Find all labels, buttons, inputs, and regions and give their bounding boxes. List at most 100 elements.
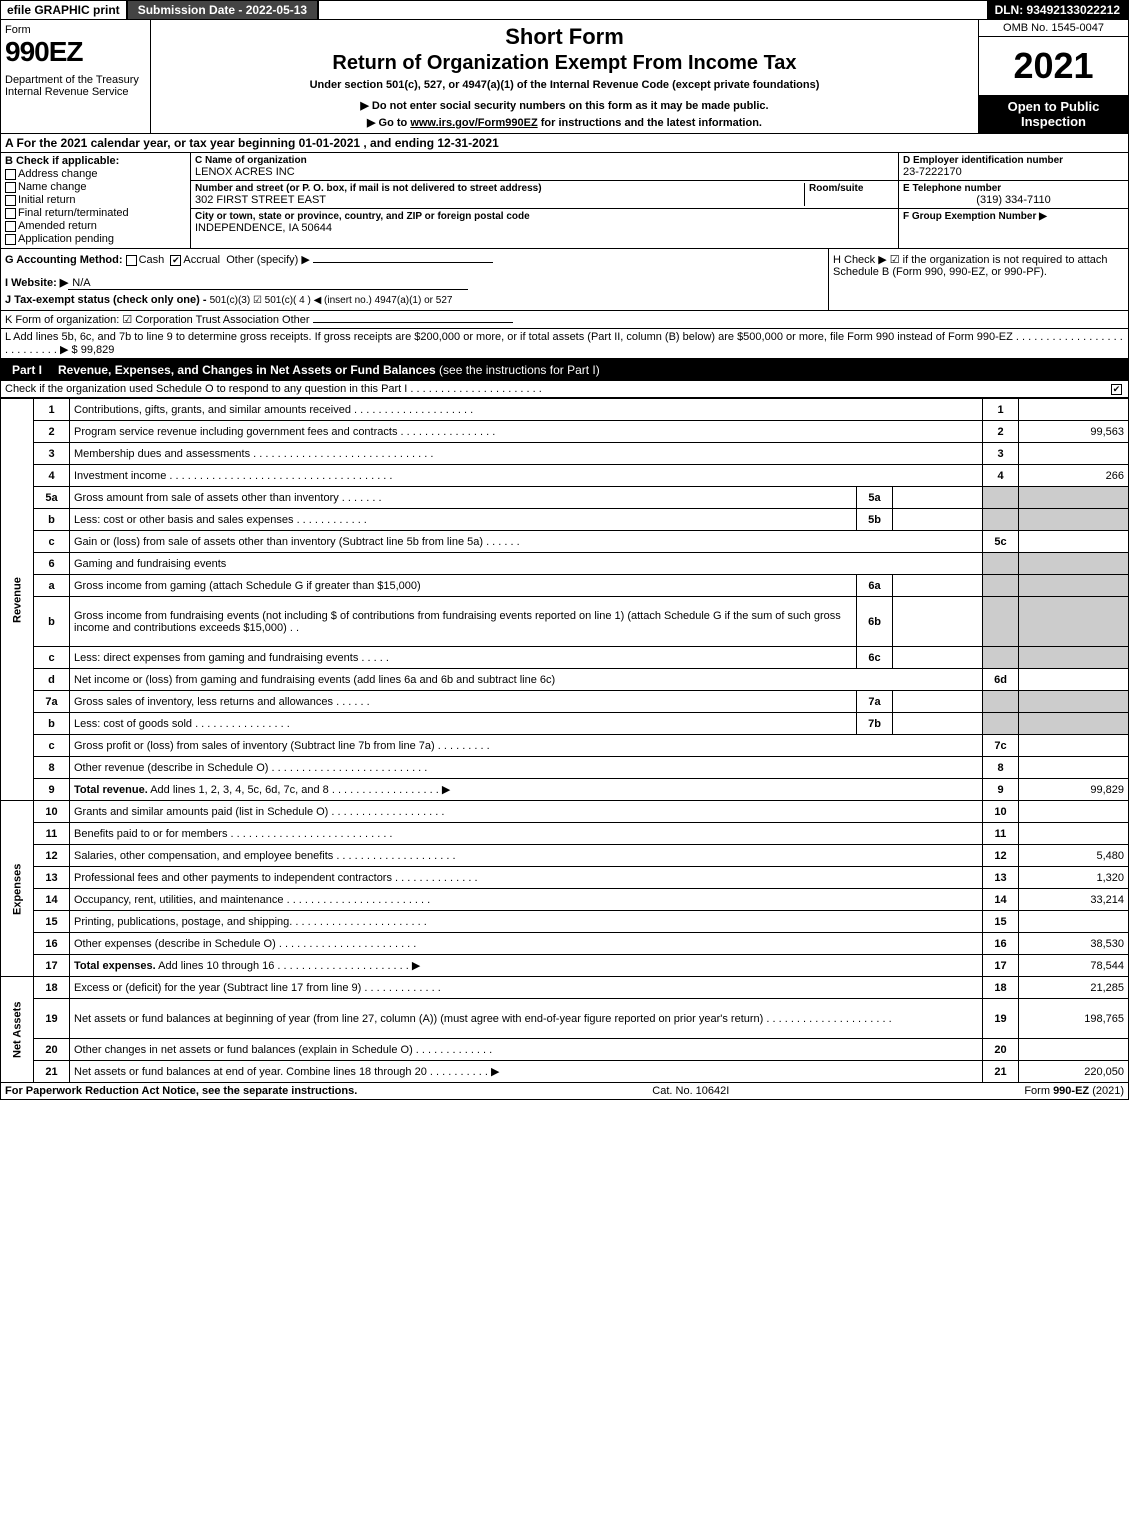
col-number: 15: [983, 911, 1019, 933]
k-other-input[interactable]: [313, 322, 513, 323]
sub-line-value: [893, 487, 983, 509]
col-number-shaded: [983, 553, 1019, 575]
col-number-shaded: [983, 691, 1019, 713]
line-row-5b: bLess: cost or other basis and sales exp…: [1, 509, 1129, 531]
amount-shaded: [1019, 553, 1129, 575]
section-b: B Check if applicable: Address change Na…: [1, 153, 191, 248]
line-desc: Less: cost of goods sold . . . . . . . .…: [70, 713, 857, 735]
line-number: 12: [34, 845, 70, 867]
ein-row: D Employer identification number 23-7222…: [899, 153, 1128, 181]
line-number: b: [34, 509, 70, 531]
footer-left: For Paperwork Reduction Act Notice, see …: [5, 1085, 357, 1097]
line-number: 14: [34, 889, 70, 911]
inspection-badge: Open to Public Inspection: [979, 95, 1128, 133]
header-right: OMB No. 1545-0047 2021 Open to Public In…: [978, 20, 1128, 133]
line-number: a: [34, 575, 70, 597]
amount-shaded: [1019, 509, 1129, 531]
amount-value: 266: [1019, 465, 1129, 487]
line-desc: Gross profit or (loss) from sales of inv…: [70, 735, 983, 757]
chk-initial-return[interactable]: Initial return: [5, 194, 186, 206]
chk-application-pending[interactable]: Application pending: [5, 233, 186, 245]
line-number: 21: [34, 1061, 70, 1083]
col-number: 3: [983, 443, 1019, 465]
part1-header: Part I Revenue, Expenses, and Changes in…: [0, 359, 1129, 381]
col-number: 10: [983, 801, 1019, 823]
col-number: 11: [983, 823, 1019, 845]
col-number: 21: [983, 1061, 1019, 1083]
amount-value: 99,563: [1019, 421, 1129, 443]
irs-link[interactable]: www.irs.gov/Form990EZ: [410, 117, 537, 129]
col-number: 12: [983, 845, 1019, 867]
amount-shaded: [1019, 647, 1129, 669]
section-h: H Check ▶ ☑ if the organization is not r…: [828, 249, 1128, 310]
line-desc: Salaries, other compensation, and employ…: [70, 845, 983, 867]
section-a: A For the 2021 calendar year, or tax yea…: [0, 134, 1129, 153]
part1-table: Revenue1Contributions, gifts, grants, an…: [0, 398, 1129, 1083]
line-number: 2: [34, 421, 70, 443]
org-info-block: B Check if applicable: Address change Na…: [0, 153, 1129, 249]
line-desc: Other expenses (describe in Schedule O) …: [70, 933, 983, 955]
tel-row: E Telephone number (319) 334-7110: [899, 181, 1128, 209]
section-c: C Name of organization LENOX ACRES INC N…: [191, 153, 898, 248]
sub-line-number: 5a: [857, 487, 893, 509]
subtitle: Under section 501(c), 527, or 4947(a)(1)…: [159, 79, 970, 91]
amount-value: [1019, 757, 1129, 779]
line-number: 4: [34, 465, 70, 487]
line-row-3: 3Membership dues and assessments . . . .…: [1, 443, 1129, 465]
j-options: 501(c)(3) ☑ 501(c)( 4 ) ◀ (insert no.) 4…: [210, 295, 453, 306]
chk-amended-return[interactable]: Amended return: [5, 220, 186, 232]
sub-line-value: [893, 647, 983, 669]
website-line: I Website: ▶N/A: [5, 276, 824, 290]
amount-shaded: [1019, 713, 1129, 735]
chk-name-change[interactable]: Name change: [5, 181, 186, 193]
col-number: 9: [983, 779, 1019, 801]
org-name-label: C Name of organization: [195, 155, 894, 166]
part1-schedule-o-checkbox[interactable]: [1111, 383, 1124, 395]
sub-line-value: [893, 509, 983, 531]
line-desc: Net assets or fund balances at beginning…: [70, 999, 983, 1039]
sub-line-number: 7a: [857, 691, 893, 713]
line-desc: Gross sales of inventory, less returns a…: [70, 691, 857, 713]
sub-line-number: 7b: [857, 713, 893, 735]
efile-label[interactable]: efile GRAPHIC print: [1, 1, 128, 19]
amount-value: 198,765: [1019, 999, 1129, 1039]
amount-shaded: [1019, 691, 1129, 713]
other-method-input[interactable]: [313, 262, 493, 263]
line-row-6d: dNet income or (loss) from gaming and fu…: [1, 669, 1129, 691]
line-desc: Contributions, gifts, grants, and simila…: [70, 399, 983, 421]
line-row-5c: cGain or (loss) from sale of assets othe…: [1, 531, 1129, 553]
amount-value: 38,530: [1019, 933, 1129, 955]
form-number: 990EZ: [5, 36, 146, 68]
street-row: Number and street (or P. O. box, if mail…: [191, 181, 898, 209]
form-word: Form: [5, 24, 146, 36]
line-row-10: Expenses10Grants and similar amounts pai…: [1, 801, 1129, 823]
l-amount: 99,829: [81, 344, 115, 356]
line-row-18: Net Assets18Excess or (deficit) for the …: [1, 977, 1129, 999]
top-bar: efile GRAPHIC print Submission Date - 20…: [0, 0, 1129, 20]
topbar-spacer: [319, 1, 986, 19]
amount-value: 99,829: [1019, 779, 1129, 801]
submission-date: Submission Date - 2022-05-13: [128, 1, 319, 19]
line-desc: Investment income . . . . . . . . . . . …: [70, 465, 983, 487]
chk-cash[interactable]: [126, 255, 137, 266]
line-row-2: 2Program service revenue including gover…: [1, 421, 1129, 443]
chk-accrual[interactable]: [170, 255, 181, 266]
city-value: INDEPENDENCE, IA 50644: [195, 222, 894, 234]
amount-shaded: [1019, 597, 1129, 647]
chk-address-change[interactable]: Address change: [5, 168, 186, 180]
line-number: 7a: [34, 691, 70, 713]
line-number: c: [34, 735, 70, 757]
part1-title: Revenue, Expenses, and Changes in Net As…: [58, 363, 600, 377]
line-desc: Less: cost or other basis and sales expe…: [70, 509, 857, 531]
chk-final-return[interactable]: Final return/terminated: [5, 207, 186, 219]
tel-label: E Telephone number: [903, 183, 1124, 194]
col-number: 6d: [983, 669, 1019, 691]
line-number: 9: [34, 779, 70, 801]
line-row-21: 21Net assets or fund balances at end of …: [1, 1061, 1129, 1083]
line-row-7b: bLess: cost of goods sold . . . . . . . …: [1, 713, 1129, 735]
line-row-13: 13Professional fees and other payments t…: [1, 867, 1129, 889]
line-desc: Excess or (deficit) for the year (Subtra…: [70, 977, 983, 999]
line-desc: Occupancy, rent, utilities, and maintena…: [70, 889, 983, 911]
instructions-link-line: ▶ Go to www.irs.gov/Form990EZ for instru…: [159, 116, 970, 129]
footer-cat-no: Cat. No. 10642I: [652, 1085, 729, 1097]
